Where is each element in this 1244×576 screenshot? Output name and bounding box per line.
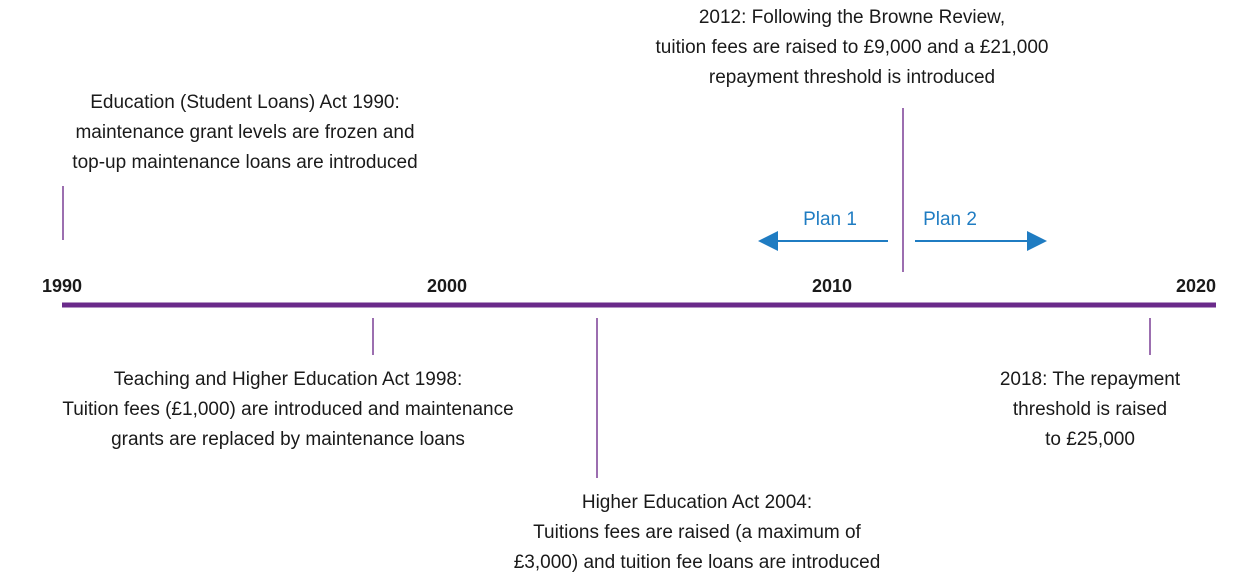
event-text: top-up maintenance loans are introduced [72, 152, 417, 173]
event-text: grants are replaced by maintenance loans [111, 429, 465, 450]
year-label: 2020 [1176, 276, 1216, 296]
event-text: maintenance grant levels are frozen and [75, 122, 414, 143]
event-text: Education (Student Loans) Act 1990: [90, 92, 400, 113]
plan-label: Plan 2 [923, 209, 977, 230]
event-text: threshold is raised [1013, 399, 1167, 420]
event-text: Teaching and Higher Education Act 1998: [114, 369, 463, 390]
event-text: tuition fees are raised to £9,000 and a … [656, 37, 1049, 58]
event-text: 2012: Following the Browne Review, [699, 7, 1005, 28]
event-text: £3,000) and tuition fee loans are introd… [514, 552, 881, 573]
event-text: 2018: The repayment [1000, 369, 1181, 390]
event-text: to £25,000 [1045, 429, 1135, 450]
event-text: Tuition fees (£1,000) are introduced and… [62, 399, 513, 420]
event-text: Higher Education Act 2004: [582, 492, 812, 513]
plan-label: Plan 1 [803, 209, 857, 230]
year-label: 1990 [42, 276, 82, 296]
year-label: 2000 [427, 276, 467, 296]
year-label: 2010 [812, 276, 852, 296]
event-text: Tuitions fees are raised (a maximum of [533, 522, 861, 543]
event-text: repayment threshold is introduced [709, 67, 995, 88]
